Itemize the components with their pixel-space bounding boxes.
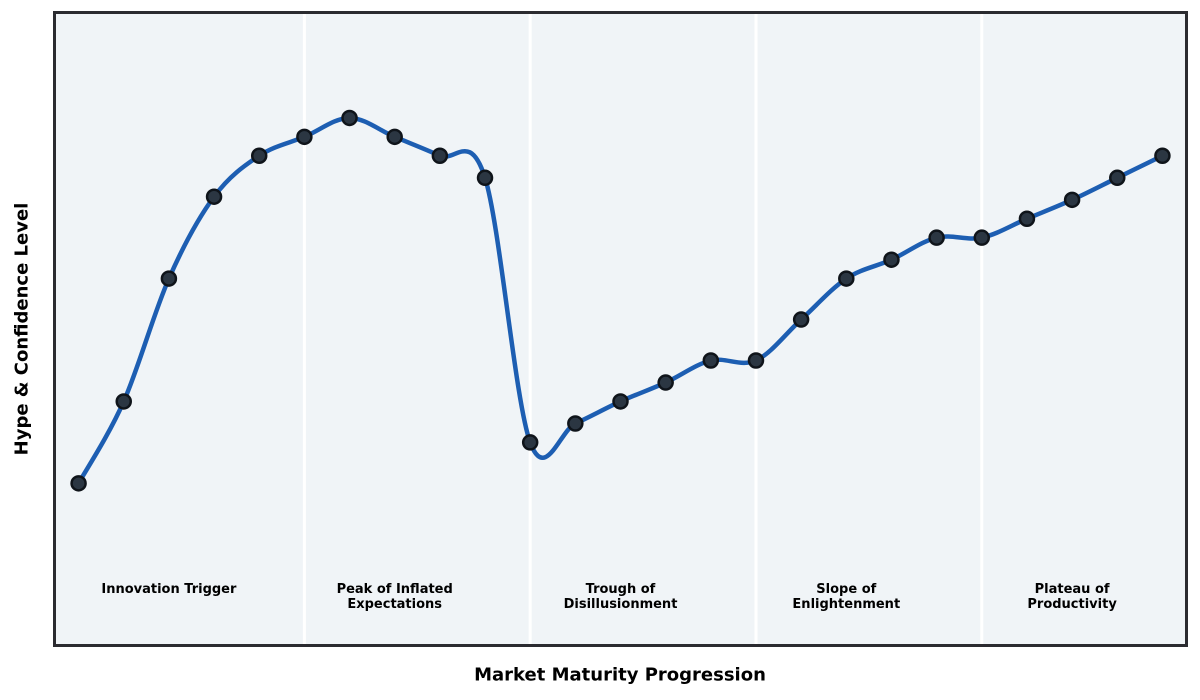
data-point-marker (476, 169, 494, 187)
x-axis-label: Market Maturity Progression (474, 664, 766, 686)
data-point-marker (883, 251, 900, 268)
plot-area: Innovation Trigger Peak of Inflated Expec… (53, 11, 1188, 647)
data-point-marker (747, 352, 765, 369)
data-point-marker (386, 128, 403, 146)
data-point-marker (657, 374, 674, 391)
hype-curve-svg (70, 14, 1171, 644)
data-point-marker (341, 109, 358, 127)
data-point-marker (296, 128, 313, 146)
data-point-marker (1109, 169, 1126, 187)
data-point-marker (1154, 147, 1171, 164)
data-point-marker (612, 393, 629, 410)
hype-curve-line (76, 115, 1165, 486)
data-point-marker (792, 311, 810, 328)
data-point-marker (521, 434, 539, 451)
data-point-marker (205, 188, 223, 205)
data-point-marker (702, 352, 720, 369)
data-point-marker (567, 415, 584, 432)
data-point-marker (70, 475, 87, 492)
data-point-marker (928, 229, 945, 246)
data-point-marker (1018, 210, 1036, 227)
data-point-marker (973, 229, 991, 246)
data-point-marker (250, 147, 268, 164)
data-point-marker (1063, 191, 1081, 209)
data-point-marker (431, 147, 449, 164)
data-point-marker (160, 270, 178, 287)
data-point-marker (115, 393, 132, 410)
data-point-marker (838, 270, 855, 287)
y-axis-label: Hype & Confidence Level (11, 202, 33, 456)
